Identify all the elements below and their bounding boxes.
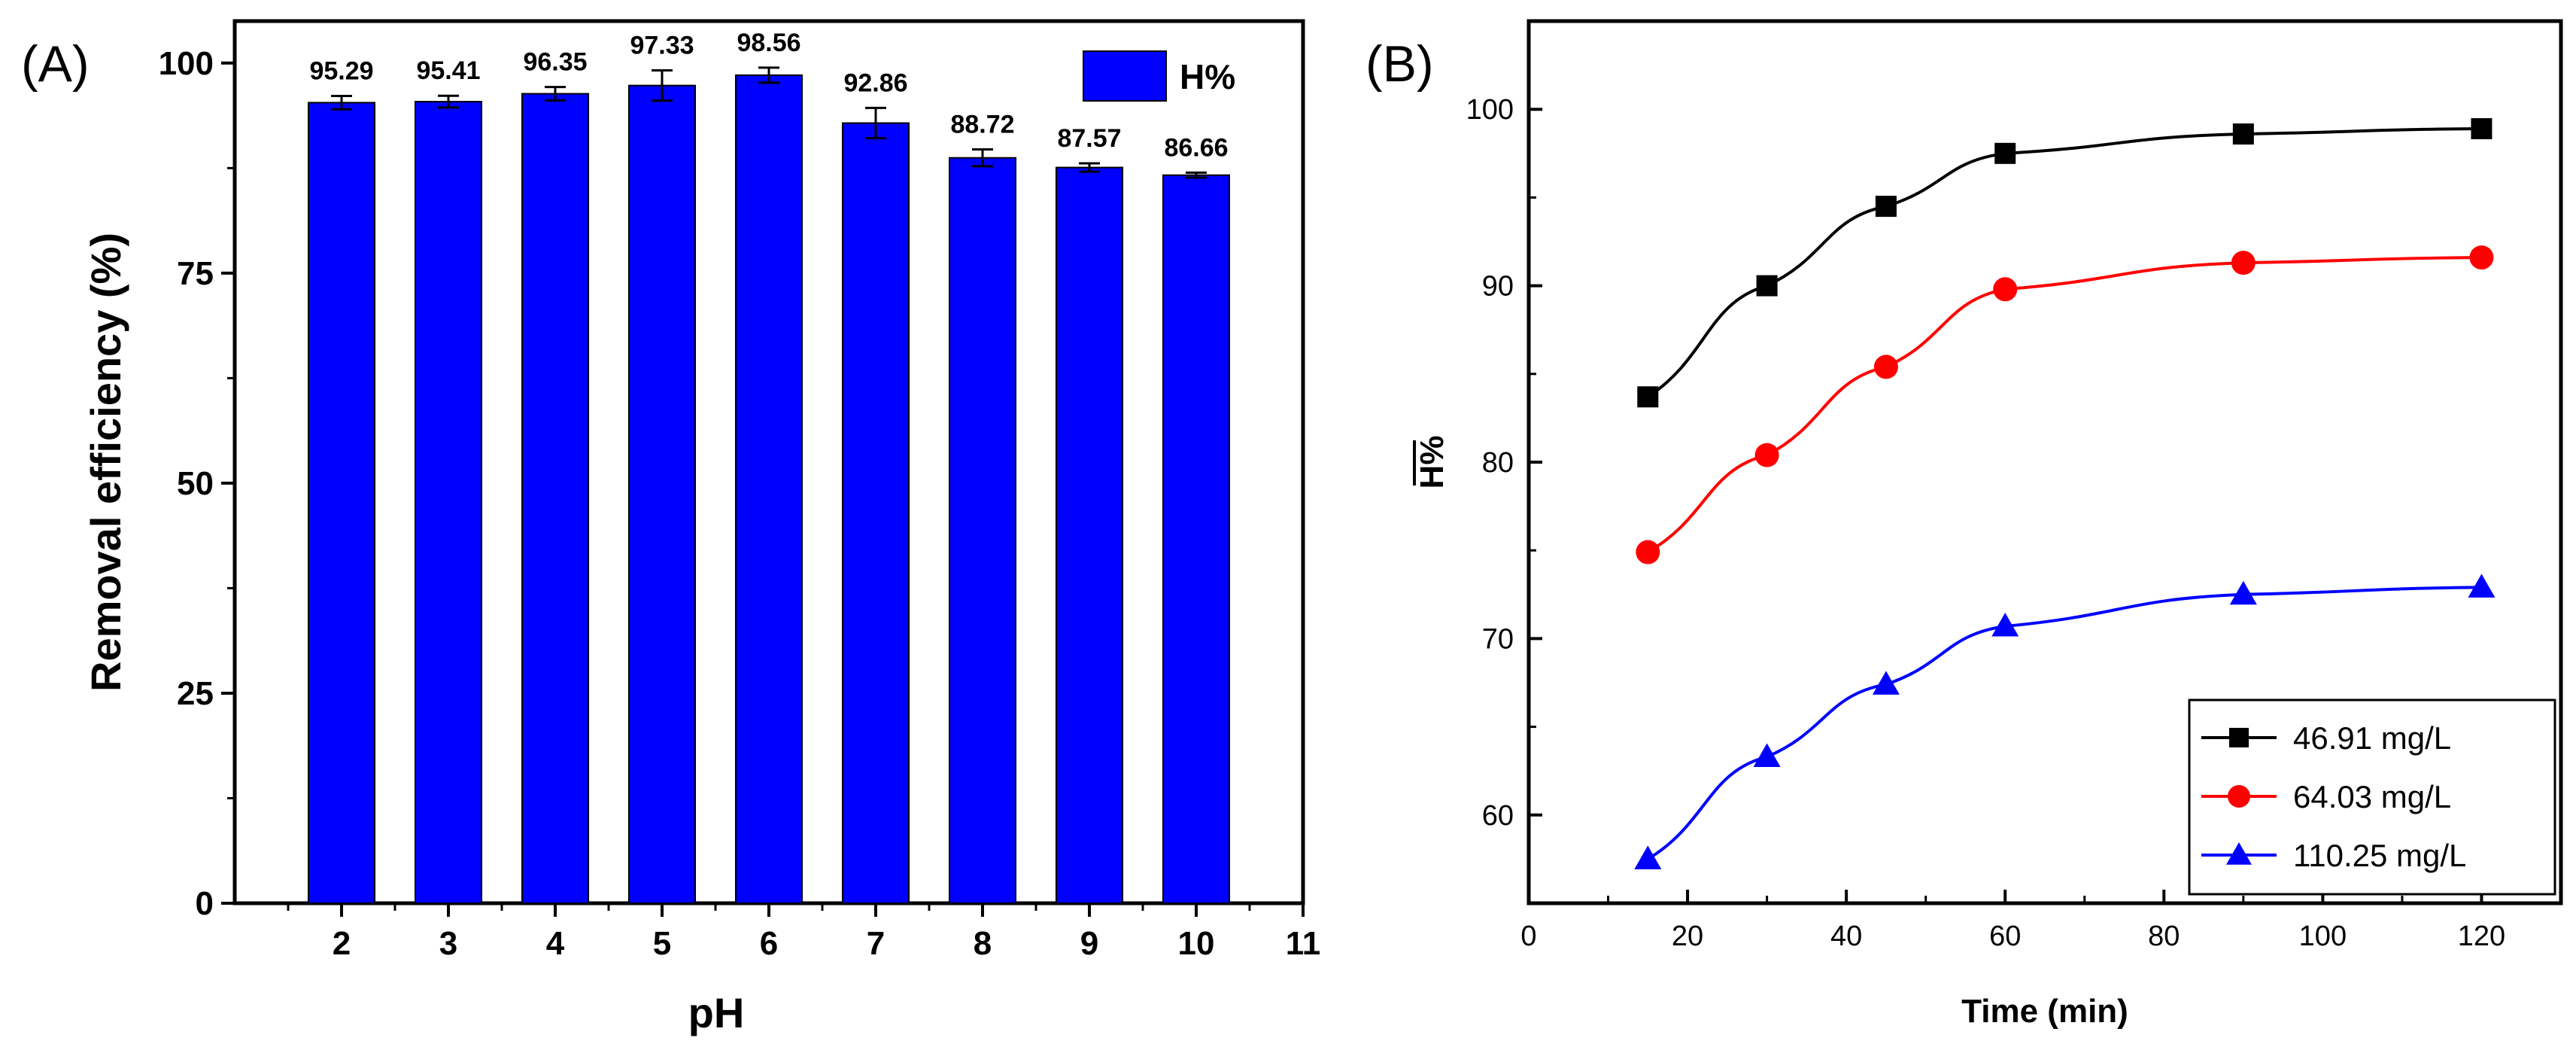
panel-b-legend-label: 64.03 mg/L xyxy=(2293,779,2451,814)
panel-b-marker xyxy=(1636,540,1660,565)
panel-a-value-label: 87.57 xyxy=(1057,124,1121,153)
panel-a-value-label: 98.56 xyxy=(737,29,800,57)
panel-b-legend-label: 110.25 mg/L xyxy=(2293,838,2466,873)
panel-a-xtick-label: 2 xyxy=(333,925,351,962)
panel-a-bar xyxy=(841,122,910,905)
panel-a-ytick-label: 75 xyxy=(177,255,214,292)
panel-a-xtick-label: 5 xyxy=(653,925,671,962)
panel-a-xtick-label: 3 xyxy=(439,925,457,962)
panel-a-xtick-label: 10 xyxy=(1178,925,1215,962)
panel-b-legend-label: 46.91 mg/L xyxy=(2293,720,2451,756)
panel-a-xtick-label: 7 xyxy=(867,925,885,962)
panel-b-xtick-label: 0 xyxy=(1520,921,1536,952)
panel-a-legend-swatch xyxy=(1083,50,1167,102)
panel-a-value-label: 92.86 xyxy=(843,68,907,97)
panel-b-ytick-label: 80 xyxy=(1482,447,1514,479)
panel-a-xtick-label: 8 xyxy=(974,925,992,962)
panel-b-xtick-label: 60 xyxy=(1989,921,2021,952)
panel-a-bar xyxy=(1162,174,1231,904)
panel-b-marker xyxy=(1994,142,2016,164)
panel-a-value-label: 95.41 xyxy=(416,56,480,85)
panel-b-marker xyxy=(1754,443,1779,467)
panel-a-xtick-label: 11 xyxy=(1286,925,1321,962)
panel-a-bar xyxy=(521,93,590,904)
panel-b-series-line xyxy=(1647,256,2482,554)
panel-b-xtick-label: 20 xyxy=(1672,921,1703,952)
panel-b-series-line xyxy=(1647,586,2482,861)
panel-b-xtick-label: 100 xyxy=(2299,921,2347,952)
panel-a-xtick-label: 4 xyxy=(546,925,565,962)
panel-a-value-label: 86.66 xyxy=(1164,133,1228,162)
panel-b-marker xyxy=(2229,580,2257,605)
panel-a-ytick-label: 0 xyxy=(196,885,214,922)
panel-b-marker xyxy=(1875,196,1897,218)
panel-b-marker xyxy=(2232,123,2254,145)
panel-a-xtick-label: 9 xyxy=(1080,925,1098,962)
panel-b-ytick-label: 60 xyxy=(1482,800,1514,832)
panel-a-xlabel: pH xyxy=(688,989,745,1036)
panel-b-marker xyxy=(2231,251,2256,275)
panel-b-marker xyxy=(1634,845,1662,869)
panel-a-xtick-label: 6 xyxy=(760,925,778,962)
panel-a-label: (A) xyxy=(21,35,90,93)
panel-b-series-line xyxy=(1647,126,2482,398)
panel-b-xtick-label: 120 xyxy=(2458,921,2505,952)
panel-a-value-label: 97.33 xyxy=(630,32,694,60)
panel-b-xtick-label: 40 xyxy=(1830,921,1862,952)
panel-b-marker xyxy=(1637,386,1659,408)
panel-a-bar xyxy=(948,157,1017,904)
panel-b-marker xyxy=(1993,277,2018,302)
panel-b-label: (B) xyxy=(1365,35,1434,93)
panel-b-ylabel: H% xyxy=(1414,436,1451,489)
panel-b-marker xyxy=(1756,275,1778,297)
panel-a-bar xyxy=(627,84,697,904)
panel-b-legend-marker xyxy=(2228,785,2250,808)
panel-a-bar xyxy=(1055,166,1124,904)
panel-a-bar xyxy=(414,101,483,904)
panel-b-legend-marker xyxy=(2229,728,2249,747)
panel-b-ytick-label: 100 xyxy=(1466,94,1514,126)
panel-b-ytick-label: 70 xyxy=(1482,623,1514,655)
panel-b-legend-marker xyxy=(2226,842,2252,865)
panel-b-marker xyxy=(1753,743,1781,767)
panel-b-marker xyxy=(1873,355,1898,379)
panel-a-bar xyxy=(307,102,376,905)
panel-a-ytick-label: 50 xyxy=(177,465,214,502)
panel-b-marker xyxy=(2471,117,2492,139)
panel-a-legend-label: H% xyxy=(1180,57,1235,96)
panel-a-value-label: 96.35 xyxy=(523,48,587,77)
panel-a-ylabel: Removal efficiency (%) xyxy=(82,233,129,692)
panel-a-ytick-label: 100 xyxy=(159,45,214,82)
panel-b-marker xyxy=(2468,574,2496,598)
panel-b-xtick-label: 80 xyxy=(2148,921,2180,952)
panel-b-marker xyxy=(2469,245,2494,270)
panel-a-bar xyxy=(734,74,803,904)
panel-b-marker xyxy=(1991,612,2019,637)
panel-b-marker xyxy=(1872,671,1900,695)
panel-a-value-label: 95.29 xyxy=(309,56,373,85)
panel-a-value-label: 88.72 xyxy=(950,111,1014,139)
panel-b-ytick-label: 90 xyxy=(1482,271,1514,303)
panel-b-xlabel: Time (min) xyxy=(1961,993,2128,1030)
panel-a-ytick-label: 25 xyxy=(177,675,214,712)
